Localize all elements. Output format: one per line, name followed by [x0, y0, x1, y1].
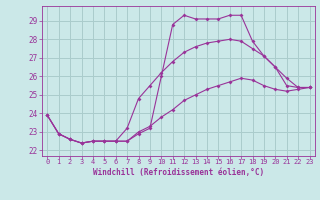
- X-axis label: Windchill (Refroidissement éolien,°C): Windchill (Refroidissement éolien,°C): [93, 168, 264, 177]
